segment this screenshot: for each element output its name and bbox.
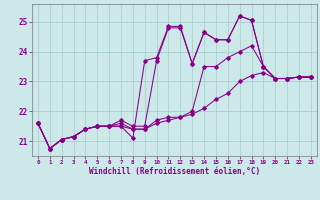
X-axis label: Windchill (Refroidissement éolien,°C): Windchill (Refroidissement éolien,°C) [89, 167, 260, 176]
